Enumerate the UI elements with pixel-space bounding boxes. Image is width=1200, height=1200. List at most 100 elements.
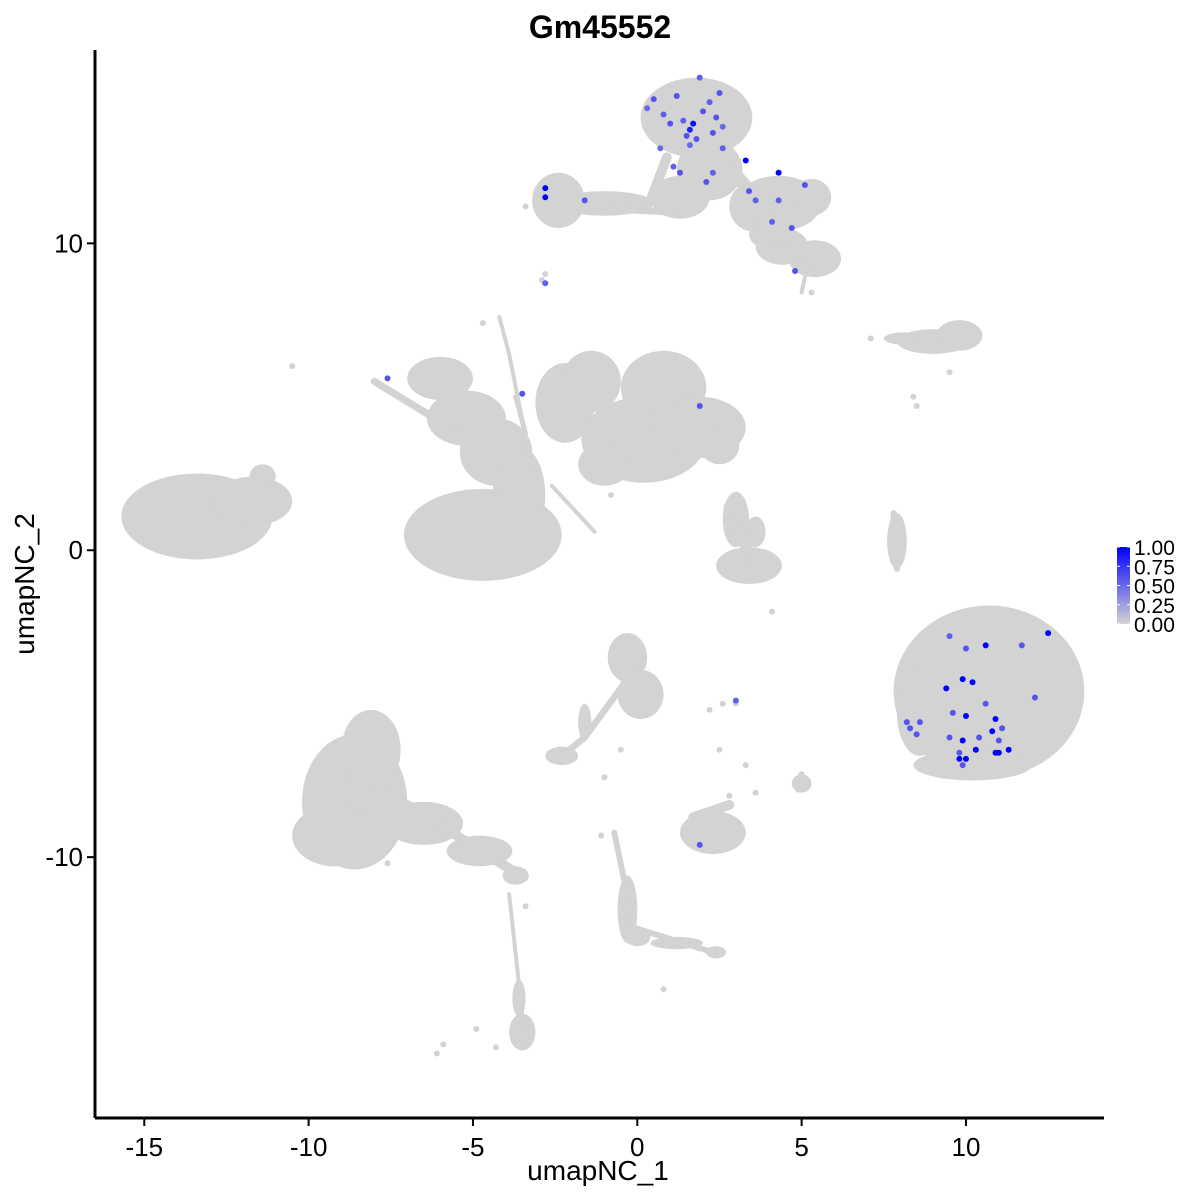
cell-cluster-13 bbox=[699, 427, 740, 465]
cell-point-0 bbox=[289, 363, 296, 370]
cell-strand-16 bbox=[631, 924, 716, 956]
cell-cluster-35 bbox=[913, 749, 1032, 781]
y-tick-label: 10 bbox=[54, 228, 83, 258]
cell-point-2 bbox=[542, 271, 549, 278]
expressing-point-58 bbox=[959, 737, 966, 744]
legend-tick-label: 0.75 bbox=[1134, 556, 1175, 579]
cell-point-30 bbox=[798, 771, 805, 778]
cell-cluster-15 bbox=[640, 77, 753, 158]
cell-point-26 bbox=[617, 746, 624, 753]
legend-tick-label: 0.50 bbox=[1134, 576, 1175, 599]
cell-strand-19 bbox=[688, 800, 735, 823]
expressing-point-55 bbox=[999, 725, 1006, 732]
expressing-point-26 bbox=[752, 197, 759, 204]
cell-strand-1 bbox=[497, 315, 512, 356]
expressing-point-45 bbox=[1018, 642, 1025, 649]
expressing-point-69 bbox=[907, 725, 914, 732]
cell-point-21 bbox=[788, 255, 795, 262]
y-tick-label: 0 bbox=[69, 535, 83, 565]
expressing-point-17 bbox=[709, 129, 716, 136]
expressing-point-63 bbox=[956, 755, 963, 762]
expressing-point-46 bbox=[1045, 630, 1052, 637]
expressing-point-5 bbox=[680, 117, 687, 124]
legend-tick-label: 0.25 bbox=[1134, 595, 1175, 618]
expressing-point-15 bbox=[719, 123, 726, 130]
cell-strand-10 bbox=[799, 259, 811, 295]
cell-point-29 bbox=[598, 832, 605, 839]
expressing-point-57 bbox=[946, 734, 953, 741]
cell-cluster-14 bbox=[578, 442, 631, 486]
cell-cluster-34 bbox=[896, 669, 943, 756]
expressing-point-33 bbox=[542, 185, 549, 192]
expressing-point-64 bbox=[995, 737, 1002, 744]
expressing-point-18 bbox=[719, 145, 726, 152]
cell-strand-18 bbox=[507, 891, 528, 1047]
expressing-point-1 bbox=[660, 111, 667, 118]
cell-point-12 bbox=[867, 335, 874, 342]
cell-point-16 bbox=[742, 762, 749, 769]
expressing-point-43 bbox=[962, 645, 969, 652]
expressing-point-44 bbox=[982, 642, 989, 649]
y-axis-title: umapNC_2 bbox=[9, 513, 40, 655]
cell-strand-6 bbox=[645, 152, 672, 206]
expressing-point-61 bbox=[956, 749, 963, 756]
cell-point-14 bbox=[913, 403, 920, 409]
cell-cluster-43 bbox=[292, 804, 378, 867]
expressing-point-62 bbox=[962, 755, 969, 762]
cell-point-35 bbox=[654, 406, 661, 413]
expressing-point-72 bbox=[916, 719, 923, 726]
expressing-point-14 bbox=[716, 89, 723, 96]
expressing-point-19 bbox=[644, 105, 651, 112]
cell-point-15 bbox=[716, 746, 723, 753]
cell-point-19 bbox=[808, 289, 815, 296]
x-tick-label: -15 bbox=[126, 1132, 164, 1162]
cell-cluster-28 bbox=[883, 332, 924, 345]
expressing-point-66 bbox=[995, 749, 1002, 756]
cell-point-17 bbox=[538, 206, 545, 213]
expressing-point-31 bbox=[788, 225, 795, 231]
cell-point-13 bbox=[910, 393, 917, 400]
cell-cluster-40 bbox=[680, 811, 746, 855]
expressing-point-60 bbox=[972, 746, 979, 753]
expressing-point-49 bbox=[943, 685, 950, 692]
cell-cluster-31 bbox=[745, 516, 766, 548]
expressing-point-20 bbox=[670, 163, 677, 170]
expressing-point-7 bbox=[686, 126, 693, 133]
x-axis-title: umapNC_1 bbox=[527, 1155, 669, 1186]
cell-point-20 bbox=[946, 369, 953, 376]
cell-strand-11 bbox=[890, 510, 901, 572]
cell-cluster-1 bbox=[213, 476, 293, 526]
cell-strand-2 bbox=[549, 483, 597, 534]
cell-cluster-36 bbox=[607, 633, 648, 683]
expressing-point-71 bbox=[913, 731, 920, 738]
expressing-point-52 bbox=[982, 700, 989, 707]
expressing-point-56 bbox=[1031, 694, 1038, 701]
expressing-point-9 bbox=[693, 136, 700, 142]
expressing-point-16 bbox=[696, 74, 703, 81]
cell-strand-8 bbox=[759, 213, 821, 274]
expressing-point-67 bbox=[1005, 746, 1012, 753]
expressing-point-51 bbox=[962, 712, 969, 719]
cell-cluster-37 bbox=[617, 669, 664, 720]
expressing-point-32 bbox=[792, 267, 799, 274]
expressing-point-40 bbox=[732, 697, 739, 704]
expressing-point-8 bbox=[690, 120, 697, 127]
x-tick-label: -10 bbox=[290, 1132, 328, 1162]
cell-point-33 bbox=[384, 860, 391, 867]
expressing-point-41 bbox=[696, 841, 703, 848]
expressing-point-34 bbox=[542, 194, 549, 201]
expressing-point-38 bbox=[519, 390, 526, 397]
cell-strand-14 bbox=[555, 734, 588, 763]
expressing-point-23 bbox=[709, 169, 716, 176]
cell-strand-9 bbox=[558, 202, 691, 217]
expressing-point-48 bbox=[969, 679, 976, 686]
cell-strand-12 bbox=[723, 501, 762, 575]
expressing-point-47 bbox=[959, 676, 966, 683]
cell-point-31 bbox=[795, 786, 802, 793]
expressing-point-3 bbox=[657, 145, 664, 152]
cell-strand-5 bbox=[513, 394, 529, 437]
y-tick-label: -10 bbox=[45, 842, 83, 872]
expressing-point-13 bbox=[713, 114, 720, 121]
cell-strand-3 bbox=[370, 377, 464, 438]
